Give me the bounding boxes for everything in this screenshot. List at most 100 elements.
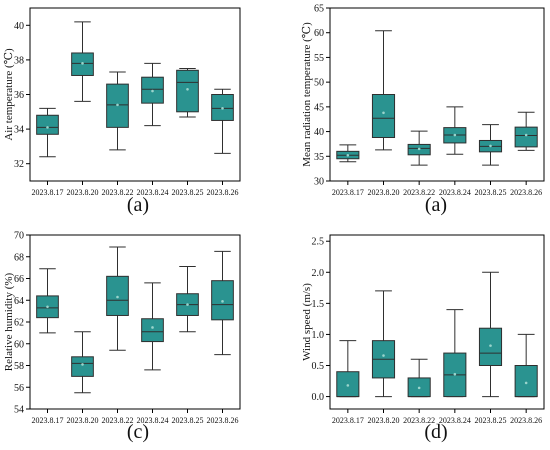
y-tick-label: 35: [314, 152, 324, 163]
panel-label: (c): [127, 421, 149, 443]
mean-marker: [524, 381, 528, 385]
mean-marker: [46, 305, 49, 309]
mean-marker: [221, 300, 224, 303]
box-plot-2023.8.17: [336, 340, 360, 398]
mean-marker: [453, 133, 457, 137]
x-tick-label: 2023.8.26: [207, 416, 239, 425]
plot-frame: [29, 234, 241, 410]
plot-frame: [329, 234, 545, 410]
mean-marker: [417, 386, 421, 390]
x-tick-label: 2023.8.17: [332, 188, 364, 197]
mean-marker: [151, 326, 154, 329]
y-axis-title: Air temperature (℃): [3, 48, 15, 141]
box-plot-2023.8.24: [443, 309, 467, 398]
y-tick-label: 0.5: [312, 361, 325, 372]
x-tick-label: 2023.8.25: [172, 416, 204, 425]
mean-marker: [489, 144, 492, 148]
mean-marker: [186, 88, 189, 91]
y-tick-label: 56: [14, 383, 24, 394]
y-axis-title: Relative humidity (%): [3, 272, 15, 371]
mean-marker: [221, 107, 224, 110]
box-plot-2023.8.22: [106, 71, 129, 151]
box-plot-2023.8.17: [36, 268, 59, 334]
box-plot-2023.8.20: [371, 290, 396, 398]
y-tick-label: 40: [14, 21, 24, 32]
box-plot-2023.8.22: [407, 358, 431, 398]
plot-frame: [29, 7, 241, 182]
y-tick-label: 54: [14, 405, 24, 416]
y-tick-label: 38: [14, 55, 24, 66]
mean-marker: [116, 295, 119, 299]
x-tick-label: 2023.8.26: [207, 188, 239, 197]
box-plot-2023.8.22: [407, 130, 431, 166]
y-tick-label: 32: [14, 159, 24, 170]
panel-label: (a): [425, 194, 447, 216]
x-tick-label: 2023.8.25: [475, 188, 507, 197]
box-plot-2023.8.24: [141, 282, 164, 371]
box-iqr: [36, 114, 59, 135]
mean-marker: [46, 126, 49, 129]
box-plot-2023.8.26: [211, 88, 234, 154]
y-tick-label: 0.0: [312, 392, 325, 403]
x-tick-label: 2023.8.24: [137, 416, 169, 425]
mean-marker: [382, 111, 385, 115]
y-tick-label: 66: [14, 274, 24, 285]
box-plot-2023.8.26: [514, 333, 538, 398]
mean-marker: [116, 103, 119, 107]
y-axis-title: Wind speed (m/s): [301, 283, 313, 361]
mean-marker: [489, 344, 492, 347]
y-tick-label: 70: [14, 231, 24, 242]
x-tick-label: 2023.8.26: [510, 188, 542, 197]
x-tick-label: 2023.8.20: [67, 416, 99, 425]
x-tick-label: 2023.8.20: [368, 416, 400, 425]
y-tick-label: 2.0: [312, 268, 325, 279]
mean-marker: [346, 153, 350, 157]
y-tick-label: 30: [314, 177, 324, 188]
y-tick-label: 60: [14, 339, 24, 350]
y-tick-label: 2.5: [312, 237, 325, 248]
x-tick-label: 2023.8.24: [137, 188, 169, 197]
y-tick-label: 62: [14, 318, 24, 329]
y-tick-label: 55: [314, 53, 324, 64]
box-iqr: [71, 356, 94, 377]
y-tick-label: 40: [314, 127, 324, 138]
x-tick-label: 2023.8.24: [439, 416, 471, 425]
mean-marker: [453, 372, 457, 376]
x-tick-label: 2023.8.22: [102, 416, 134, 425]
box-plot-2023.8.20: [71, 21, 94, 102]
box-plot-2023.8.24: [141, 62, 164, 127]
mean-marker: [81, 62, 84, 65]
y-tick-label: 58: [14, 361, 24, 372]
box-plot-2023.8.25: [176, 266, 199, 333]
panel-label: (d): [424, 421, 447, 443]
y-tick-label: 65: [314, 4, 324, 15]
y-tick-label: 68: [14, 252, 24, 263]
box-iqr: [514, 126, 538, 148]
box-plot-2023.8.22: [106, 246, 129, 351]
box-iqr: [141, 318, 164, 343]
box-plot-2023.8.17: [36, 107, 59, 158]
x-tick-label: 2023.8.24: [439, 188, 471, 197]
y-tick-label: 60: [314, 28, 324, 39]
x-tick-label: 2023.8.17: [332, 416, 364, 425]
x-tick-label: 2023.8.22: [403, 188, 435, 197]
panel-label: (a): [127, 194, 149, 216]
x-tick-label: 2023.8.20: [67, 188, 99, 197]
x-tick-label: 2023.8.22: [102, 188, 134, 197]
y-tick-label: 50: [314, 78, 324, 89]
box-plot-2023.8.26: [514, 111, 538, 151]
mean-marker: [382, 354, 385, 357]
y-axis-title: Mean radiation temperature (℃): [301, 22, 313, 167]
mean-marker: [524, 133, 528, 137]
y-tick-label: 36: [14, 90, 24, 101]
x-tick-label: 2023.8.17: [32, 188, 64, 197]
mean-marker: [346, 384, 350, 387]
mean-marker: [81, 363, 84, 366]
box-plot-2023.8.25: [478, 124, 503, 166]
box-plot-2023.8.25: [478, 271, 503, 398]
